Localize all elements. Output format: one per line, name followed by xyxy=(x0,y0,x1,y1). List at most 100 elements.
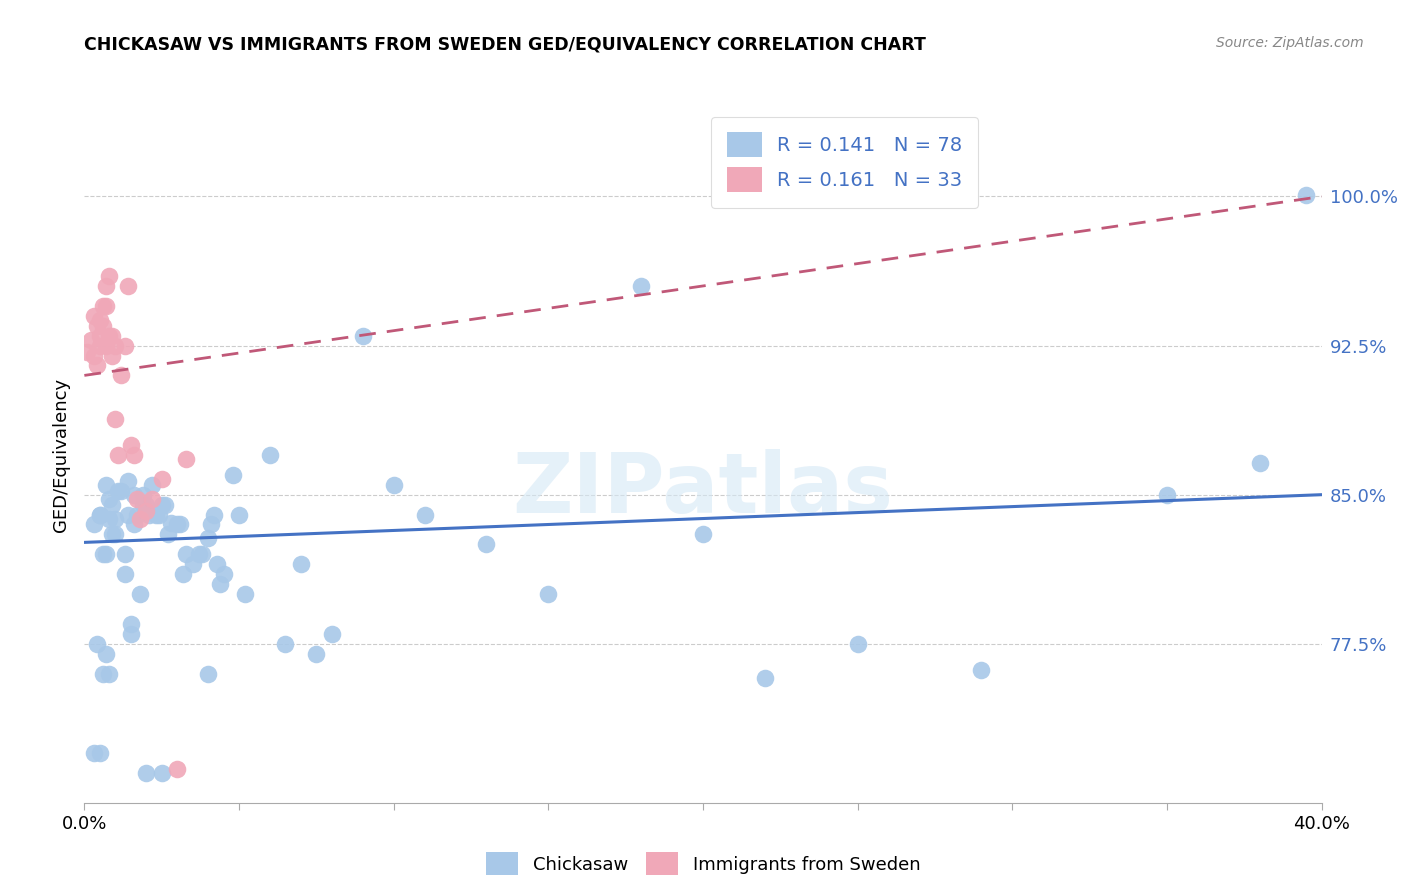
Point xyxy=(202,508,225,522)
Point xyxy=(101,527,124,541)
Point xyxy=(153,498,176,512)
Point xyxy=(187,547,209,561)
Point xyxy=(135,766,157,780)
Y-axis label: GED/Equivalency: GED/Equivalency xyxy=(52,378,70,532)
Point xyxy=(200,517,222,532)
Point xyxy=(1156,488,1178,502)
Point xyxy=(91,666,114,681)
Point xyxy=(107,483,129,498)
Point xyxy=(89,312,111,326)
Point xyxy=(290,558,312,572)
Point xyxy=(537,587,560,601)
Point xyxy=(191,547,214,561)
Point xyxy=(135,503,157,517)
Point xyxy=(692,527,714,541)
Point xyxy=(148,508,170,522)
Point xyxy=(132,498,155,512)
Point xyxy=(89,338,111,352)
Text: ZIPatlas: ZIPatlas xyxy=(513,450,893,530)
Point xyxy=(160,516,183,530)
Point xyxy=(120,616,142,631)
Point xyxy=(259,448,281,462)
Text: CHICKASAW VS IMMIGRANTS FROM SWEDEN GED/EQUIVALENCY CORRELATION CHART: CHICKASAW VS IMMIGRANTS FROM SWEDEN GED/… xyxy=(84,36,927,54)
Point xyxy=(122,448,145,462)
Point xyxy=(129,511,152,525)
Point xyxy=(79,333,101,347)
Point xyxy=(91,547,114,561)
Point xyxy=(104,511,127,525)
Point xyxy=(150,472,173,486)
Point xyxy=(305,647,328,661)
Point xyxy=(212,567,235,582)
Point xyxy=(176,547,198,561)
Point xyxy=(114,338,136,352)
Point xyxy=(101,328,124,343)
Point xyxy=(94,477,117,491)
Point xyxy=(94,647,117,661)
Point xyxy=(382,477,405,491)
Point xyxy=(76,344,98,359)
Point xyxy=(117,279,139,293)
Point xyxy=(83,746,105,760)
Point xyxy=(207,558,229,572)
Point xyxy=(209,577,232,591)
Point xyxy=(754,671,776,685)
Point xyxy=(89,328,111,343)
Point xyxy=(145,508,167,522)
Point xyxy=(94,279,117,293)
Point xyxy=(83,517,105,532)
Point xyxy=(91,318,114,333)
Point xyxy=(114,547,136,561)
Point xyxy=(89,508,111,522)
Point xyxy=(125,508,148,522)
Point xyxy=(86,359,108,373)
Point xyxy=(176,451,198,466)
Point xyxy=(1249,456,1271,470)
Point xyxy=(94,299,117,313)
Point xyxy=(197,666,219,681)
Point xyxy=(166,762,188,776)
Point xyxy=(141,477,163,491)
Point xyxy=(129,587,152,601)
Point xyxy=(94,338,117,352)
Point xyxy=(413,508,436,522)
Point xyxy=(89,508,111,522)
Point xyxy=(166,517,188,532)
Point xyxy=(98,491,121,506)
Point xyxy=(98,666,121,681)
Point xyxy=(98,511,121,525)
Point xyxy=(120,627,142,641)
Point xyxy=(110,368,132,383)
Point xyxy=(135,498,157,512)
Point xyxy=(846,637,869,651)
Point xyxy=(169,517,191,532)
Point xyxy=(101,349,124,363)
Point xyxy=(107,448,129,462)
Point xyxy=(110,483,132,498)
Point xyxy=(181,558,204,572)
Point xyxy=(1295,187,1317,202)
Point xyxy=(197,532,219,546)
Point xyxy=(970,663,993,677)
Point xyxy=(150,766,173,780)
Point xyxy=(138,508,160,522)
Point xyxy=(122,517,145,532)
Point xyxy=(86,637,108,651)
Point xyxy=(228,508,250,522)
Point xyxy=(91,299,114,313)
Point xyxy=(83,349,105,363)
Point xyxy=(104,527,127,541)
Point xyxy=(104,412,127,426)
Point xyxy=(222,467,245,482)
Point xyxy=(321,627,343,641)
Point xyxy=(475,537,498,551)
Point xyxy=(98,328,121,343)
Point xyxy=(630,279,652,293)
Point xyxy=(94,547,117,561)
Point xyxy=(172,567,194,582)
Point xyxy=(352,328,374,343)
Point xyxy=(122,488,145,502)
Point xyxy=(117,508,139,522)
Point xyxy=(114,567,136,582)
Point xyxy=(83,309,105,323)
